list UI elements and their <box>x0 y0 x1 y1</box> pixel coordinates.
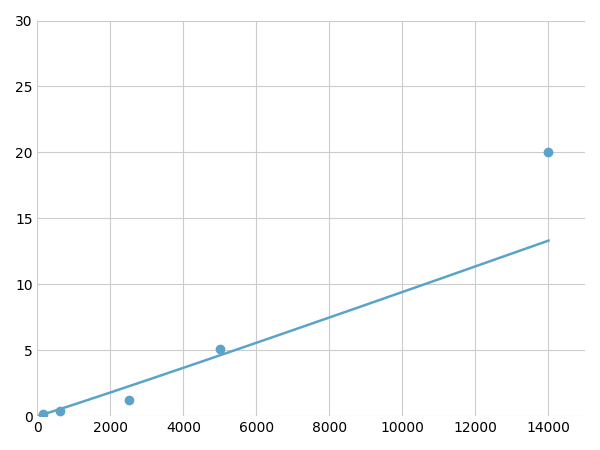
Point <box>38 410 48 417</box>
Point <box>55 407 65 414</box>
Point <box>544 149 553 156</box>
Point <box>124 397 134 404</box>
Point <box>215 345 225 352</box>
